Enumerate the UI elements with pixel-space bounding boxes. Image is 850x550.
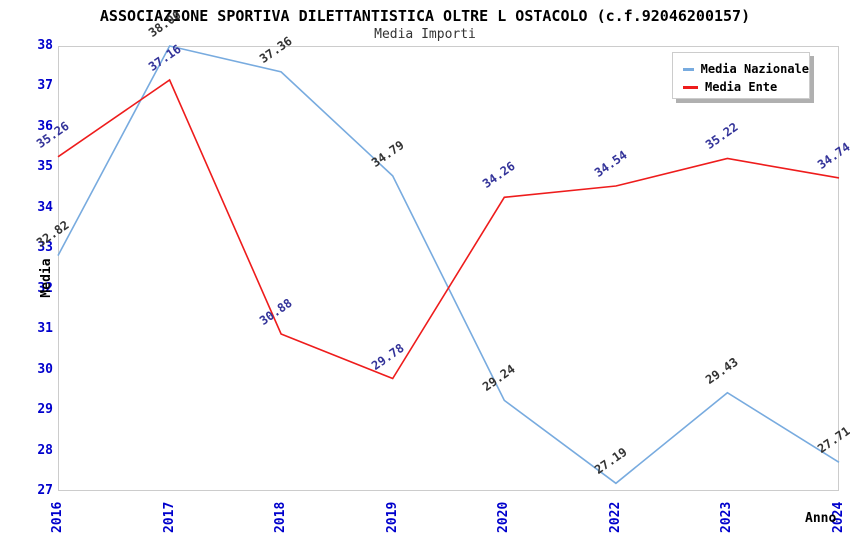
y-tick-label: 29 bbox=[37, 402, 53, 418]
y-tick-label: 32 bbox=[37, 280, 53, 296]
x-tick-label: 2020 bbox=[496, 501, 512, 533]
x-tick-label: 2018 bbox=[273, 501, 289, 533]
y-tick-label: 35 bbox=[37, 159, 53, 175]
chart-title: ASSOCIAZIONE SPORTIVA DILETTANTISTICA OL… bbox=[99, 7, 751, 25]
x-tick-label: 2023 bbox=[719, 501, 735, 533]
plot-area bbox=[58, 46, 839, 491]
x-tick-label: 2022 bbox=[607, 501, 623, 533]
y-tick-label: 27 bbox=[37, 483, 53, 498]
y-tick-label: 37 bbox=[37, 78, 53, 94]
chart-subtitle: Media Importi bbox=[374, 27, 476, 42]
y-tick-label: 36 bbox=[37, 118, 53, 134]
x-axis-title: Anno bbox=[805, 511, 837, 526]
nazionale-line-swatch-icon bbox=[683, 67, 694, 71]
legend-label-ente: Media Ente bbox=[705, 80, 778, 94]
ente-line-swatch-icon bbox=[683, 85, 698, 89]
y-tick-label: 31 bbox=[37, 321, 53, 337]
x-tick-label: 2016 bbox=[50, 501, 65, 533]
x-tick-label: 2019 bbox=[384, 501, 400, 533]
legend-label-nazionale: Media Nazionale bbox=[700, 62, 809, 76]
legend-item-ente: Media Ente bbox=[683, 80, 809, 94]
y-tick-label: 34 bbox=[37, 199, 53, 215]
y-axis-title: Media bbox=[39, 258, 54, 298]
legend-box: Media Nazionale Media Ente bbox=[672, 52, 810, 99]
x-tick-label: 2017 bbox=[161, 501, 177, 533]
y-tick-label: 38 bbox=[37, 38, 53, 53]
y-tick-label: 33 bbox=[37, 240, 53, 256]
y-tick-label: 28 bbox=[37, 442, 53, 458]
legend-item-nazionale: Media Nazionale bbox=[683, 62, 809, 76]
y-tick-label: 30 bbox=[37, 361, 53, 377]
